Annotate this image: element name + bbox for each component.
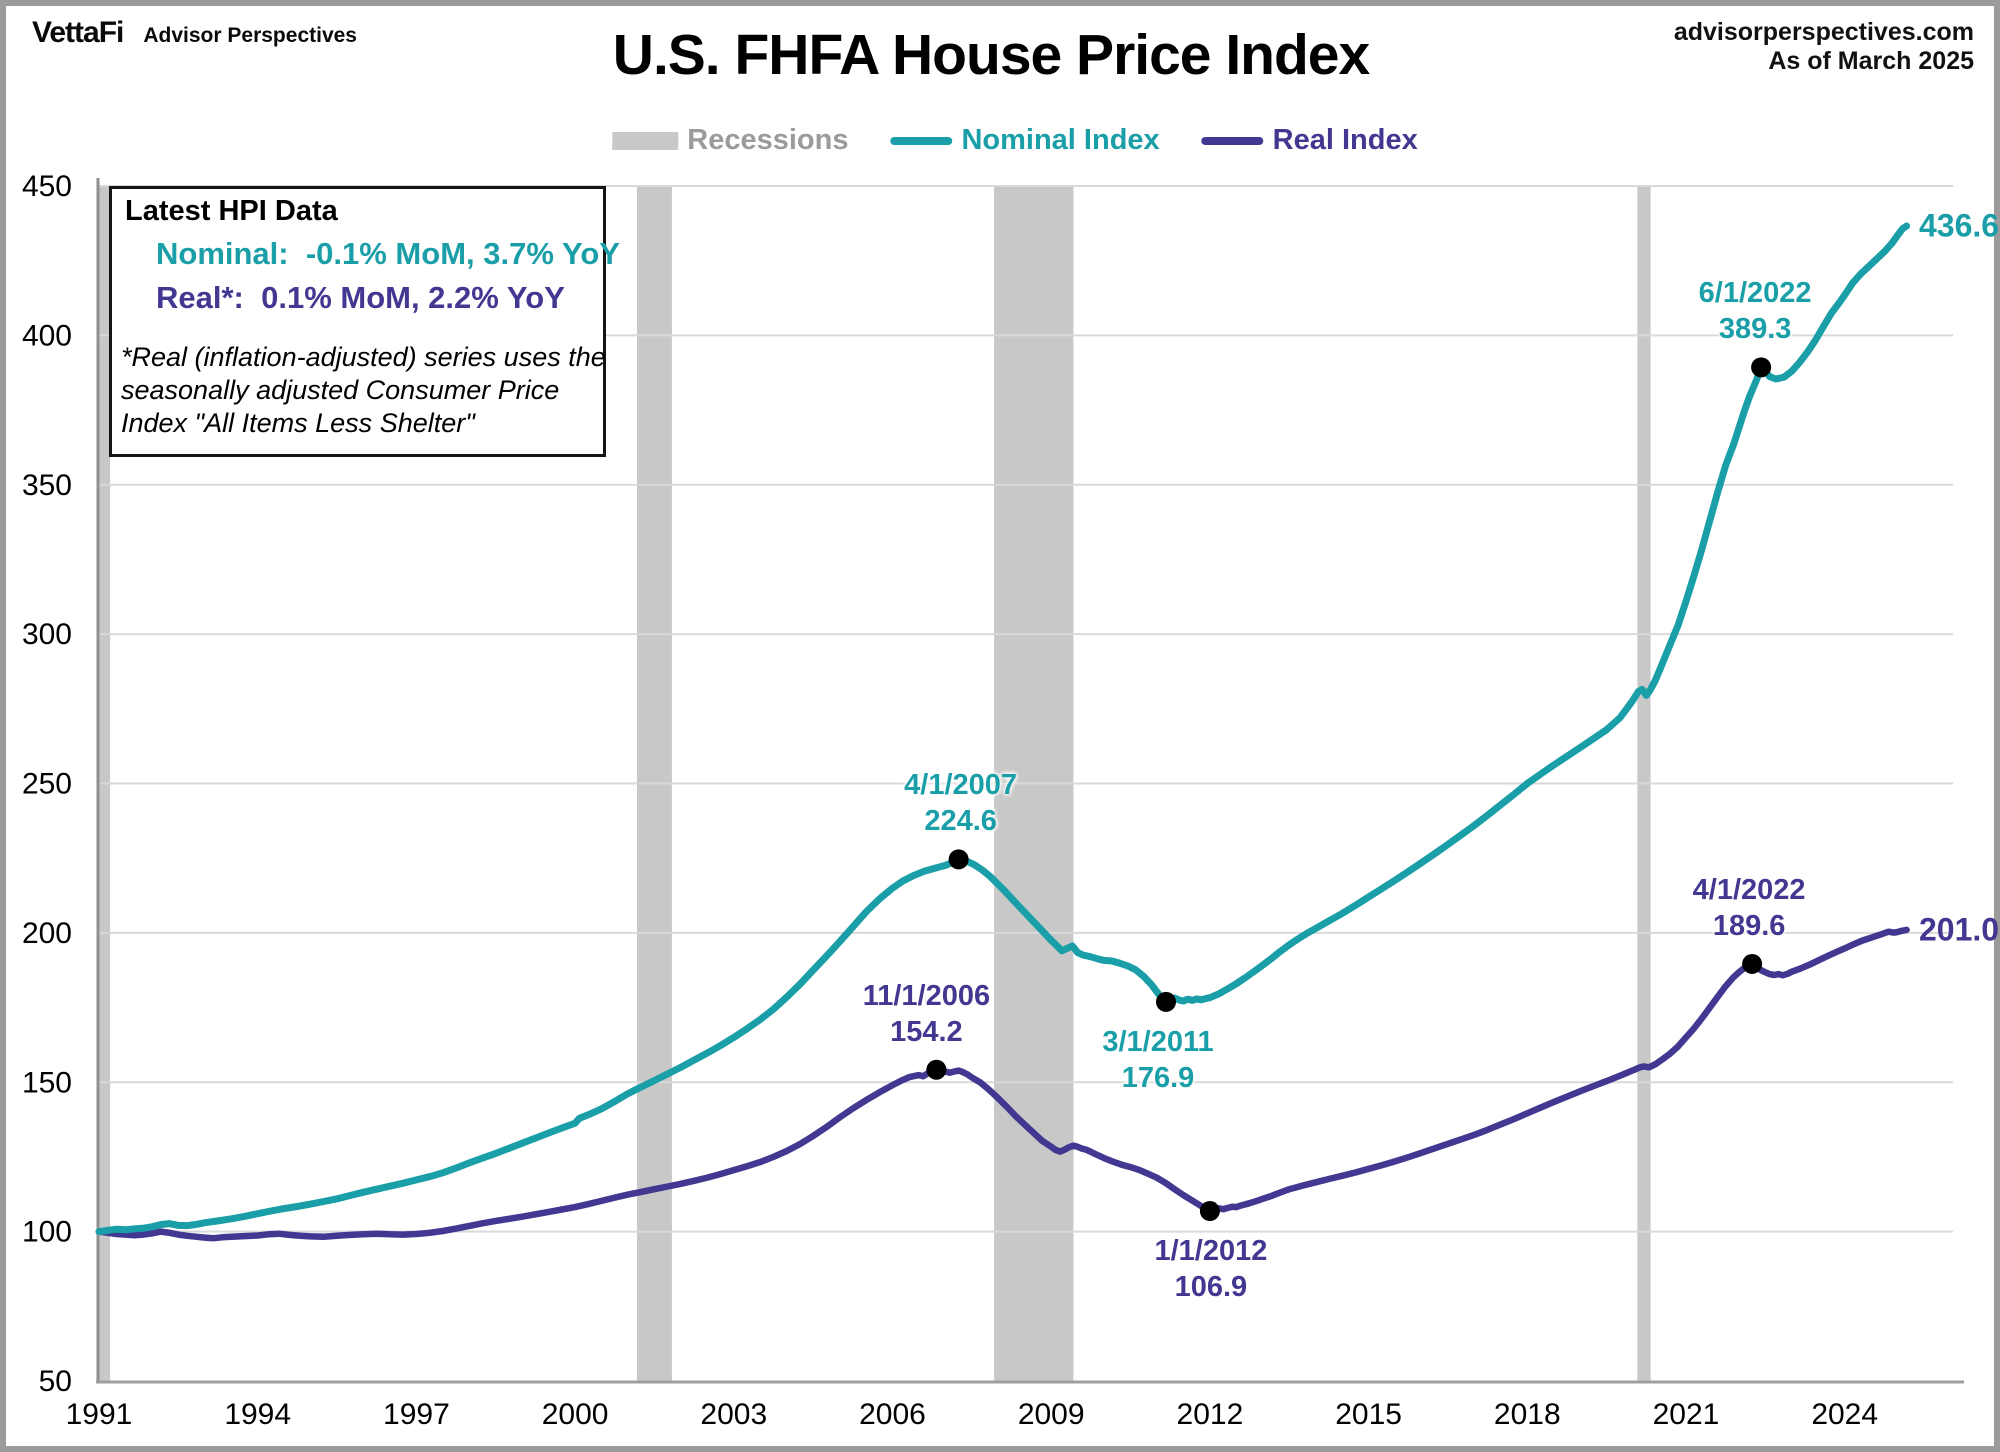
legend-item-real: Real Index [1201, 124, 1418, 157]
nominal-index-line [95, 222, 1911, 1236]
page-title: U.S. FHFA House Price Index [612, 23, 1370, 87]
annotation-3/1/2011: 3/1/2011 176.9 [1102, 1024, 1213, 1096]
y-tick-label-300: 300 [22, 618, 72, 651]
y-tick-label-350: 350 [22, 469, 72, 502]
legend-label-real: Real Index [1272, 124, 1418, 156]
real-index-line [95, 926, 1910, 1242]
annotation-value: 189.6 [1712, 909, 1786, 942]
annotation-value: 154.2 [890, 1015, 963, 1048]
latest-hpi-data-box: Latest HPI Data Nominal: -0.1% MoM, 3.7%… [109, 186, 620, 457]
real-line-swatch [1201, 136, 1264, 145]
x-tick-label-2006: 2006 [859, 1398, 926, 1431]
y-tick-label-250: 250 [22, 768, 72, 801]
x-tick-label-2012: 2012 [1177, 1398, 1244, 1431]
logo: VettaFi Advisor Perspectives [32, 16, 357, 50]
y-tick-label-400: 400 [22, 319, 72, 352]
annotation-date: 1/1/2012 [1154, 1235, 1268, 1267]
annotation-date: 4/1/2007 [904, 769, 1018, 802]
annotation-value: 176.9 [1121, 1061, 1195, 1094]
y-tick-label-450: 450 [22, 170, 72, 203]
x-tick-label-2000: 2000 [542, 1398, 609, 1431]
x-tick-label-2009: 2009 [1018, 1398, 1085, 1431]
info-box-real-stats: Real*: 0.1% MoM, 2.2% YoY [156, 280, 565, 315]
vettafi-logo: VettaFi [32, 16, 124, 49]
annotation-dot-11/1/2006 [926, 1059, 947, 1080]
x-tick-label-2024: 2024 [1811, 1398, 1878, 1431]
chart-plot-area: 50 100 150 200 250 300 350 400 450 1991 1994 1997 20… [22, 170, 1964, 1431]
info-box-footnote: *Real (inflation-adjusted) series uses t… [121, 342, 606, 438]
annotation-4/1/2007: 4/1/2007 224.6 [904, 767, 1017, 839]
chart-legend: Recessions Nominal Index Real Index [612, 124, 1418, 157]
as-of-date: As of March 2025 [1768, 47, 1974, 75]
x-tick-label-2003: 2003 [700, 1398, 767, 1431]
y-tick-label-100: 100 [22, 1216, 72, 1249]
annotation-6/1/2022: 6/1/2022 389.3 [1699, 275, 1812, 347]
y-tick-label-150: 150 [22, 1066, 72, 1099]
annotation-date: 3/1/2011 [1102, 1025, 1214, 1058]
y-tick-label-50: 50 [39, 1365, 72, 1398]
end-label-real-index: 201.0 [1919, 911, 2000, 948]
info-box-title: Latest HPI Data [125, 195, 338, 227]
info-box-nominal-stats: Nominal: -0.1% MoM, 3.7% YoY [156, 236, 620, 271]
annotation-date: 11/1/2006 [862, 979, 991, 1012]
legend-item-recessions: Recessions [612, 124, 848, 157]
annotation-4/1/2022: 4/1/2022 189.6 [1693, 872, 1806, 944]
nominal-line-swatch [890, 136, 953, 145]
annotation-dot-4/1/2007 [948, 849, 969, 870]
annotation-1/1/2012: 1/1/2012 106.9 [1154, 1233, 1267, 1305]
annotation-date: 4/1/2022 [1692, 873, 1806, 906]
legend-label-recessions: Recessions [687, 124, 849, 156]
source-url: advisorperspectives.com [1673, 18, 1974, 46]
x-tick-label-2021: 2021 [1653, 1398, 1720, 1431]
x-tick-label-1994: 1994 [224, 1398, 291, 1431]
annotation-dot-4/1/2022 [1742, 953, 1763, 974]
annotation-11/1/2006: 11/1/2006 154.2 [863, 978, 990, 1050]
annotation-date: 6/1/2022 [1698, 277, 1812, 310]
y-tick-label-200: 200 [22, 917, 72, 950]
annotation-dot-6/1/2022 [1751, 357, 1772, 378]
advisor-perspectives-label: Advisor Perspectives [143, 24, 357, 47]
source-block: advisorperspectives.com As of March 2025 [1674, 18, 1974, 76]
annotation-value: 224.6 [924, 805, 997, 838]
annotation-value: 389.3 [1718, 313, 1792, 346]
x-tick-label-1991: 1991 [66, 1398, 133, 1431]
end-label-nominal-index: 436.6 [1919, 207, 2000, 244]
legend-label-nominal: Nominal Index [961, 124, 1160, 156]
legend-item-nominal: Nominal Index [890, 124, 1160, 157]
x-tick-label-2018: 2018 [1494, 1398, 1561, 1431]
annotation-dot-1/1/2012 [1199, 1201, 1220, 1222]
x-tick-label-1997: 1997 [383, 1398, 450, 1431]
x-tick-label-2015: 2015 [1335, 1398, 1402, 1431]
annotation-dot-3/1/2011 [1155, 991, 1176, 1012]
annotation-value: 106.9 [1174, 1271, 1248, 1303]
recession-swatch [612, 131, 679, 150]
